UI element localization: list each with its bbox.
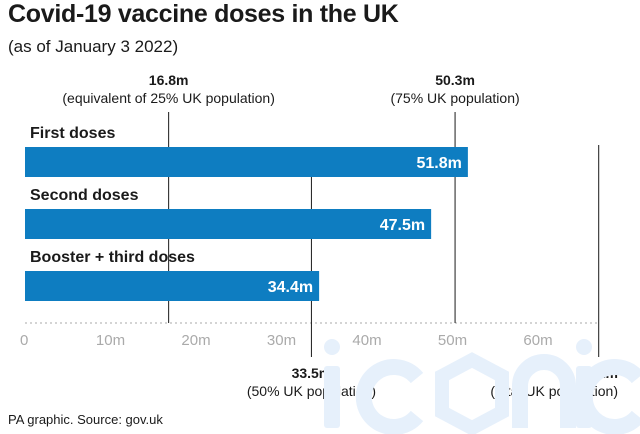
x-tick-label: 0 (20, 332, 28, 349)
x-tick-label: 10m (96, 332, 125, 349)
reference-value-label: 16.8m (149, 72, 189, 88)
x-tick-label: 40m (352, 332, 381, 349)
category-label: First doses (30, 125, 115, 142)
reference-value-label: 50.3m (435, 72, 475, 88)
bar-value-label: 51.8m (417, 155, 462, 172)
x-tick-label: 30m (267, 332, 296, 349)
source-note: PA graphic. Source: gov.uk (8, 412, 163, 427)
category-label: Booster + third doses (30, 249, 195, 266)
reference-value-label: 33.5m (292, 365, 332, 381)
x-tick-label: 20m (181, 332, 210, 349)
chart-title: Covid-19 vaccine doses in the UK (8, 0, 399, 28)
bar-value-label: 47.5m (380, 217, 425, 234)
x-tick-label: 60m (523, 332, 552, 349)
reference-note-label: (75% UK population) (390, 90, 519, 106)
bar (25, 147, 468, 177)
bar (25, 209, 432, 239)
iconic-watermark (324, 339, 640, 434)
x-tick-label: 50m (438, 332, 467, 349)
bar (25, 271, 320, 301)
reference-note-label: (equivalent of 25% UK population) (62, 90, 274, 106)
reference-note-label: (50% UK population) (247, 383, 376, 399)
category-label: Second doses (30, 187, 139, 204)
bar-value-label: 34.4m (268, 279, 313, 296)
chart-subtitle: (as of January 3 2022) (8, 37, 179, 56)
